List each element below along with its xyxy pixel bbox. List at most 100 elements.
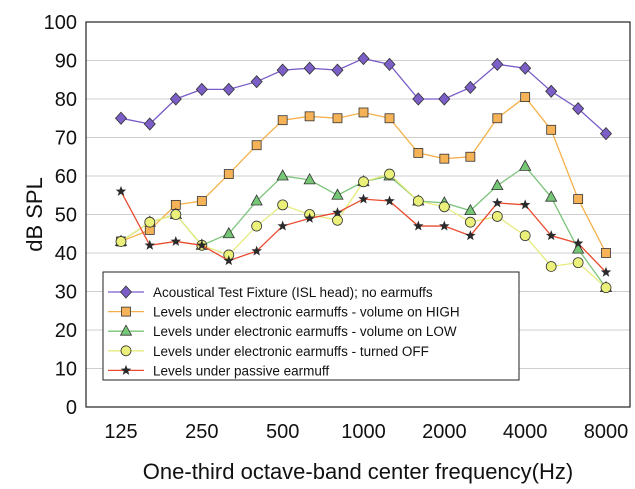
legend-label-3: Levels under electronic earmuffs - volum…	[153, 324, 457, 339]
series-1-point-125	[114, 111, 128, 125]
series-4-point-200	[170, 209, 182, 220]
legend-label-2: Levels under electronic earmuffs - volum…	[153, 305, 460, 320]
y-tick-label-90: 90	[55, 51, 77, 73]
series-3-point-500	[276, 169, 289, 181]
series-2-point-250	[196, 196, 207, 206]
series-1-point-160	[143, 117, 156, 131]
series-4-point-1600	[412, 195, 424, 207]
y-ticks: 0 10 20 30 40 50 60 70 80 90 100	[44, 12, 77, 419]
legend-label-4: Levels under electronic earmuffs - turne…	[153, 344, 429, 359]
series-5-point-200	[170, 235, 182, 246]
series-2-point-800	[332, 113, 343, 124]
series-1-point-5000	[545, 84, 558, 98]
x-tick-label-8000: 8000	[584, 421, 629, 443]
series-1-point-1000	[357, 51, 370, 66]
series-2-point-8000	[601, 248, 611, 258]
y-tick-label-30: 30	[55, 282, 77, 304]
y-axis-title: dB SPL	[22, 177, 47, 252]
series-5-point-630	[304, 212, 315, 223]
x-tick-label-4000: 4000	[503, 421, 548, 443]
x-tick-label-125: 125	[104, 421, 137, 443]
series-2-point-5000	[546, 124, 557, 135]
series-2-point-4000	[520, 92, 531, 102]
series-4-point-4000	[519, 230, 531, 242]
series-5-point-2000	[439, 220, 450, 231]
series-2-point-1600	[413, 147, 424, 158]
legend-swatch-marker-2	[121, 306, 131, 317]
series-5-point-125	[115, 185, 127, 196]
series-1-point-250	[195, 82, 208, 96]
series-1-point-630	[303, 61, 316, 75]
series-3-point-3150	[491, 178, 504, 191]
legend-label-5: Levels under passive earmuff	[153, 363, 329, 378]
x-tick-label-1000: 1000	[341, 421, 386, 443]
series-1-point-2000	[438, 92, 451, 106]
series-2-point-630	[304, 111, 315, 122]
y-tick-label-0: 0	[66, 397, 77, 419]
series-3-point-315	[222, 226, 235, 239]
series-4-point-125	[115, 236, 127, 247]
series-4	[115, 168, 612, 294]
plot-frame	[85, 21, 631, 408]
x-ticks: 125 250 500 1000 2000 4000 8000	[104, 421, 628, 443]
series-4-point-1000	[358, 176, 369, 188]
legend-swatch-marker-3	[119, 324, 133, 336]
series-3-point-4000	[518, 159, 532, 171]
series-5-point-2500	[465, 230, 476, 241]
series-5-point-400	[251, 245, 262, 256]
series-3-point-400	[250, 194, 263, 206]
series-4-point-8000	[600, 282, 612, 294]
series-5-point-250	[196, 239, 208, 250]
series-1-point-2500	[464, 80, 477, 95]
series-2-point-6300	[573, 194, 584, 205]
series-4-point-400	[251, 220, 263, 232]
series-4-point-500	[277, 199, 289, 211]
series-5-point-800	[332, 207, 343, 218]
legend-swatch-marker-4	[120, 345, 132, 357]
series-4-point-1250	[384, 168, 395, 180]
series-1-point-800	[331, 63, 344, 77]
series-5-point-4000	[519, 199, 531, 210]
series-2-point-3150	[492, 113, 503, 124]
series-5-point-8000	[600, 266, 612, 277]
series-2-point-2000	[439, 153, 450, 164]
y-tick-label-10: 10	[55, 359, 77, 381]
x-tick-label-2000: 2000	[422, 421, 467, 443]
y-tick-label-20: 20	[55, 320, 77, 342]
series-4-point-2500	[464, 216, 476, 228]
y-tick-label-70: 70	[55, 128, 77, 150]
series-1-point-1250	[383, 57, 396, 71]
series-2-point-1000	[358, 107, 369, 118]
y-tick-label-50: 50	[55, 205, 77, 227]
series-5-point-1600	[413, 220, 424, 231]
y-tick-label-80: 80	[55, 89, 77, 111]
series-3-point-5000	[545, 190, 558, 202]
series-1-point-1600	[412, 92, 425, 106]
series-2-point-500	[277, 115, 288, 126]
legend-label-1: Acoustical Test Fixture (ISL head); no e…	[153, 285, 433, 300]
series-1-point-6300	[572, 102, 585, 116]
legend-swatch-marker-5	[120, 364, 132, 375]
series-4-point-3150	[491, 211, 503, 222]
series-3-point-2500	[464, 203, 477, 216]
y-tick-label-100: 100	[44, 12, 77, 34]
series-4-point-2000	[438, 201, 450, 213]
y-tick-label-60: 60	[55, 166, 77, 188]
series-2-point-315	[223, 169, 234, 179]
series-4-point-160	[144, 216, 156, 228]
series-1-point-400	[250, 75, 263, 89]
series-1-point-315	[222, 82, 235, 96]
series-5-point-160	[144, 239, 156, 250]
series-3-point-800	[331, 188, 344, 200]
series-5-point-315	[223, 255, 235, 266]
series-layer	[114, 51, 613, 294]
series-2-point-400	[251, 140, 262, 151]
x-axis-title: One-third octave-band center frequency(H…	[143, 459, 573, 484]
legend-swatch-marker-1	[119, 285, 133, 299]
series-2-point-2500	[465, 151, 476, 162]
series-4-point-5000	[545, 261, 557, 272]
series-5	[115, 185, 612, 277]
series-1-point-4000	[519, 61, 532, 75]
